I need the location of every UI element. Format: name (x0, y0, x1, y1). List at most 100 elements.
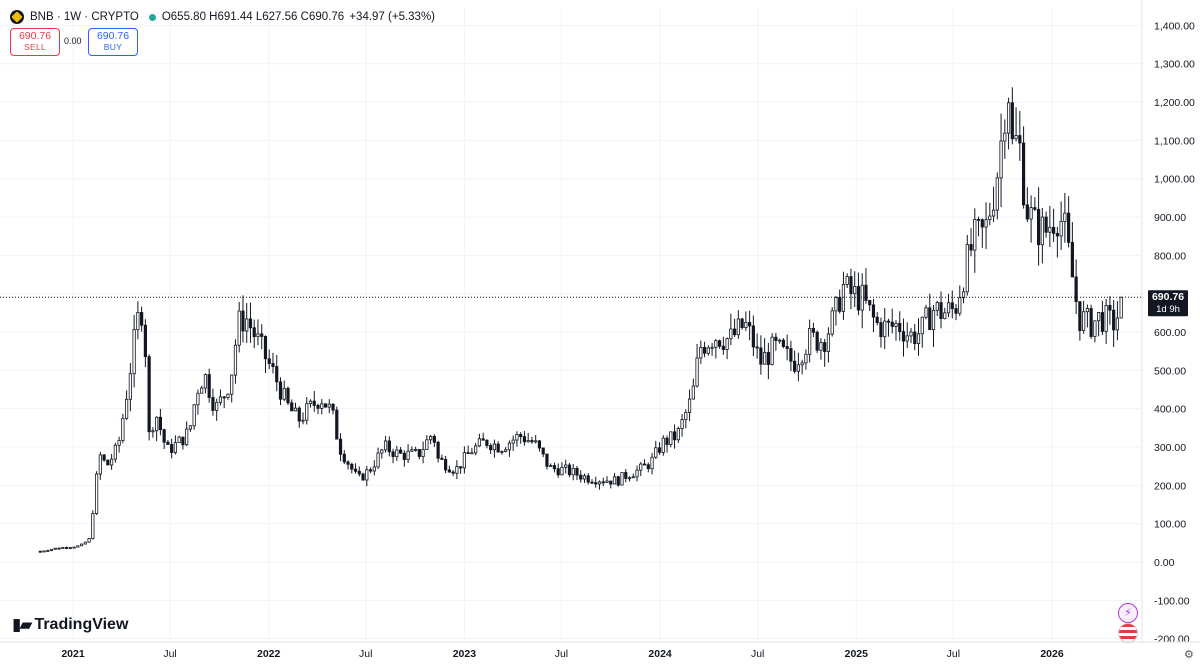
candle-body (42, 550, 46, 553)
candle-body (492, 443, 497, 451)
candle-body (177, 436, 181, 444)
buy-price: 690.76 (96, 30, 130, 42)
candle-body (699, 346, 703, 359)
candle-body (830, 310, 834, 335)
y-tick-label: 800.00 (1154, 250, 1186, 262)
candle-body (94, 473, 99, 515)
candle-body (853, 286, 857, 295)
candle-body (192, 404, 196, 427)
candle-body (462, 452, 466, 469)
us-flag-icon[interactable] (1118, 623, 1138, 643)
bnb-logo-icon (10, 10, 24, 24)
candle-body (1014, 135, 1018, 140)
candle-body (432, 435, 436, 443)
candle-body (166, 441, 170, 445)
candle-body (361, 473, 365, 481)
lightning-icon[interactable]: ⚡ (1118, 603, 1138, 623)
candle-body (913, 331, 917, 345)
candle-body (203, 374, 208, 389)
candle-body (823, 342, 827, 352)
candle-body (856, 286, 861, 311)
candle-body (733, 328, 737, 336)
candle-body (455, 466, 459, 474)
candle-body (875, 316, 879, 324)
candle-body (1089, 308, 1093, 337)
symbol-title[interactable]: BNB · 1W · CRYPTO (30, 11, 139, 23)
candle-body (980, 219, 984, 228)
candle-body (991, 209, 996, 217)
candle-body (530, 440, 534, 443)
candle-body (196, 392, 200, 406)
candle-body (395, 449, 399, 458)
candle-body (312, 400, 316, 406)
tradingview-mark-icon: ▮▰ (12, 615, 32, 634)
candle-body (121, 417, 125, 441)
candle-body (763, 352, 767, 365)
candle-body (278, 381, 283, 400)
candle-body (811, 328, 816, 333)
candle-body (736, 318, 740, 336)
sell-button[interactable]: 690.76 SELL (10, 28, 60, 56)
candle-body (1074, 276, 1078, 302)
candle-body (567, 464, 572, 476)
buy-button[interactable]: 690.76 BUY (88, 28, 138, 56)
candle-body (969, 244, 973, 251)
last-price-label: 690.76 (1152, 291, 1184, 303)
candle-body (654, 447, 658, 458)
candle-body (1036, 208, 1041, 246)
candle-body (1104, 304, 1108, 332)
candle-body (158, 416, 162, 431)
candle-body (49, 548, 54, 551)
candle-body (83, 541, 87, 545)
candle-body (582, 475, 587, 480)
candle-body (1100, 312, 1104, 332)
tradingview-logo[interactable]: ▮▰ TradingView (12, 615, 128, 635)
candle-body (759, 347, 763, 365)
last-price-tag: 690.76 1d 9h (1148, 290, 1188, 317)
candle-body (999, 140, 1003, 179)
candle-body (519, 434, 523, 438)
x-tick-label: Jul (359, 648, 372, 660)
candle-body (132, 329, 136, 375)
candle-body (113, 444, 117, 460)
y-tick-label: 300.00 (1154, 442, 1186, 454)
candle-body (474, 445, 478, 454)
candle-body (365, 469, 369, 481)
candle-body (331, 403, 335, 411)
candle-body (564, 464, 568, 468)
candle-body (316, 405, 320, 409)
candle-body (504, 449, 508, 452)
candle-body (402, 452, 406, 460)
candle-body (218, 396, 223, 403)
candle-body (444, 459, 448, 471)
candle-body (871, 304, 876, 318)
candle-body (661, 437, 665, 453)
candle-body (140, 312, 144, 326)
candle-body (710, 346, 714, 349)
candle-body (1025, 204, 1029, 220)
candle-body (560, 466, 564, 476)
candle-body (429, 435, 433, 441)
candle-body (117, 440, 121, 446)
candle-body (1044, 216, 1048, 233)
candle-body (620, 472, 624, 486)
candle-body (226, 393, 230, 398)
candle-body (537, 440, 542, 449)
candle-body (46, 550, 50, 552)
candle-body (556, 468, 560, 476)
candle-body (125, 398, 129, 419)
candle-body (770, 336, 774, 365)
candle-body (1070, 241, 1074, 278)
candle-body (729, 328, 733, 340)
market-status-icon (148, 13, 156, 21)
candle-body (657, 447, 662, 453)
candle-body (534, 440, 538, 443)
candle-body (684, 412, 688, 421)
candle-body (357, 470, 361, 475)
candle-body (185, 428, 189, 446)
candle-body (1033, 207, 1037, 210)
candle-body (988, 215, 992, 221)
candle-body (939, 302, 943, 319)
settings-gear-icon[interactable]: ⚙ (1184, 649, 1194, 661)
